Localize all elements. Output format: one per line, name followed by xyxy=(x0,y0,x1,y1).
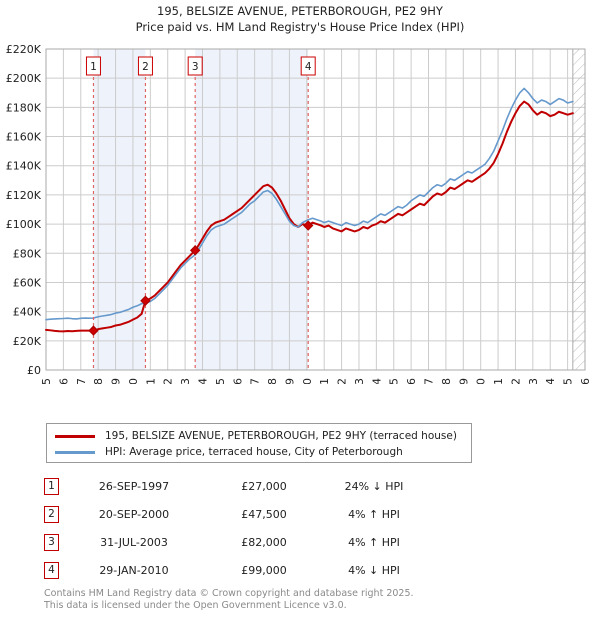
txn-index-badge: 3 xyxy=(44,533,59,551)
svg-text:2002: 2002 xyxy=(162,378,175,384)
svg-text:2021: 2021 xyxy=(492,378,505,384)
footer-line-1: Contains HM Land Registry data © Crown c… xyxy=(44,588,414,599)
svg-text:2013: 2013 xyxy=(353,378,366,384)
footer-attribution: Contains HM Land Registry data © Crown c… xyxy=(44,588,584,611)
x-axis-labels: 1995 1996 1997 1998 1999 2000 2001 2002 2003 2004… xyxy=(40,378,592,384)
txn-date: 20-SEP-2000 xyxy=(98,507,170,521)
txn-price: £47,500 xyxy=(241,507,287,521)
title-line-1: 195, BELSIZE AVENUE, PETERBOROUGH, PE2 9… xyxy=(157,4,443,18)
table-row: 4 29-JAN-2010 £99,000 4% ↓ HPI xyxy=(44,556,464,584)
txn-hpi-delta: 4% ↑ HPI xyxy=(348,535,400,549)
txn-index-badge: 4 xyxy=(44,561,59,579)
svg-text:2018: 2018 xyxy=(440,378,453,384)
svg-text:£40K: £40K xyxy=(13,306,42,319)
svg-text:2005: 2005 xyxy=(214,378,227,384)
svg-text:2004: 2004 xyxy=(196,378,209,384)
svg-text:2017: 2017 xyxy=(423,378,436,384)
legend-item-property: 195, BELSIZE AVENUE, PETERBOROUGH, PE2 9… xyxy=(53,428,465,444)
svg-text:2022: 2022 xyxy=(509,378,522,384)
title-line-2: Price paid vs. HM Land Registry's House … xyxy=(135,20,465,34)
txn-date: 26-SEP-1997 xyxy=(98,479,170,493)
svg-text:£80K: £80K xyxy=(13,247,42,260)
txn-index-badge: 1 xyxy=(44,477,59,495)
svg-text:2006: 2006 xyxy=(231,378,244,384)
svg-text:2010: 2010 xyxy=(301,378,314,384)
price-history-chart: 1 2 3 4 £0 £20K £40K £60K £80K £100K £120K £140K £1… xyxy=(0,44,600,384)
svg-text:2016: 2016 xyxy=(405,378,418,384)
svg-text:4: 4 xyxy=(305,61,312,73)
svg-text:£140K: £140K xyxy=(6,160,42,173)
event-flags: 1 2 3 4 xyxy=(85,56,316,76)
svg-text:2: 2 xyxy=(142,61,149,73)
svg-text:2025: 2025 xyxy=(562,378,575,384)
table-row: 1 26-SEP-1997 £27,000 24% ↓ HPI xyxy=(44,472,464,500)
txn-price: £99,000 xyxy=(241,563,287,577)
legend-label-property: 195, BELSIZE AVENUE, PETERBOROUGH, PE2 9… xyxy=(105,430,457,442)
svg-text:1995: 1995 xyxy=(40,378,53,384)
svg-text:2011: 2011 xyxy=(318,378,331,384)
svg-text:2019: 2019 xyxy=(457,378,470,384)
legend-swatch-hpi xyxy=(55,450,95,454)
svg-text:£0: £0 xyxy=(27,364,41,377)
txn-price: £27,000 xyxy=(241,479,287,493)
svg-text:2001: 2001 xyxy=(144,378,157,384)
svg-text:£20K: £20K xyxy=(13,335,42,348)
legend-item-hpi: HPI: Average price, terraced house, City… xyxy=(53,444,465,460)
chart-canvas: 1 2 3 4 £0 £20K £40K £60K £80K £100K £120K £140K £1… xyxy=(6,44,592,384)
svg-text:£160K: £160K xyxy=(6,131,42,144)
future-hatch-band xyxy=(572,48,586,371)
svg-text:2020: 2020 xyxy=(475,378,488,384)
svg-text:2008: 2008 xyxy=(266,378,279,384)
svg-text:2014: 2014 xyxy=(370,378,383,384)
price-paid-markers xyxy=(88,220,314,336)
svg-text:£120K: £120K xyxy=(6,189,42,202)
footer-line-2: This data is licensed under the Open Gov… xyxy=(44,599,347,611)
svg-text:1996: 1996 xyxy=(57,378,70,384)
svg-text:£220K: £220K xyxy=(6,44,42,56)
txn-hpi-delta: 4% ↑ HPI xyxy=(348,507,400,521)
svg-text:£180K: £180K xyxy=(6,101,42,114)
svg-text:2003: 2003 xyxy=(179,378,192,384)
y-axis-labels: £0 £20K £40K £60K £80K £100K £120K £140K £160K £1… xyxy=(6,44,42,377)
event-marker-lines xyxy=(92,65,309,370)
txn-hpi-delta: 24% ↓ HPI xyxy=(344,479,404,493)
svg-text:£200K: £200K xyxy=(6,72,42,85)
txn-price: £82,000 xyxy=(241,535,287,549)
svg-text:2026: 2026 xyxy=(579,378,592,384)
svg-text:2007: 2007 xyxy=(249,378,262,384)
txn-hpi-delta: 4% ↓ HPI xyxy=(348,563,400,577)
table-row: 2 20-SEP-2000 £47,500 4% ↑ HPI xyxy=(44,500,464,528)
svg-text:2012: 2012 xyxy=(336,378,349,384)
svg-text:£60K: £60K xyxy=(13,276,42,289)
svg-text:1999: 1999 xyxy=(110,378,123,384)
svg-text:2023: 2023 xyxy=(527,378,540,384)
transactions-table: 1 26-SEP-1997 £27,000 24% ↓ HPI 2 20-SEP-2000… xyxy=(44,472,464,584)
legend-swatch-property xyxy=(55,434,95,438)
svg-text:2015: 2015 xyxy=(388,378,401,384)
svg-text:£100K: £100K xyxy=(6,218,42,231)
txn-date: 29-JAN-2010 xyxy=(99,563,169,577)
svg-text:3: 3 xyxy=(192,61,199,73)
svg-text:2009: 2009 xyxy=(283,378,296,384)
svg-text:1: 1 xyxy=(90,61,97,73)
svg-text:2024: 2024 xyxy=(544,378,557,384)
svg-text:1997: 1997 xyxy=(75,378,88,384)
txn-index-badge: 2 xyxy=(44,505,59,523)
table-row: 3 31-JUL-2003 £82,000 4% ↑ HPI xyxy=(44,528,464,556)
chart-legend: 195, BELSIZE AVENUE, PETERBOROUGH, PE2 9… xyxy=(46,423,472,463)
legend-label-hpi: HPI: Average price, terraced house, City… xyxy=(105,446,403,458)
page-title: 195, BELSIZE AVENUE, PETERBOROUGH, PE2 9… xyxy=(0,3,600,35)
svg-text:2000: 2000 xyxy=(127,378,140,384)
txn-date: 31-JUL-2003 xyxy=(100,535,168,549)
svg-text:1998: 1998 xyxy=(92,378,105,384)
